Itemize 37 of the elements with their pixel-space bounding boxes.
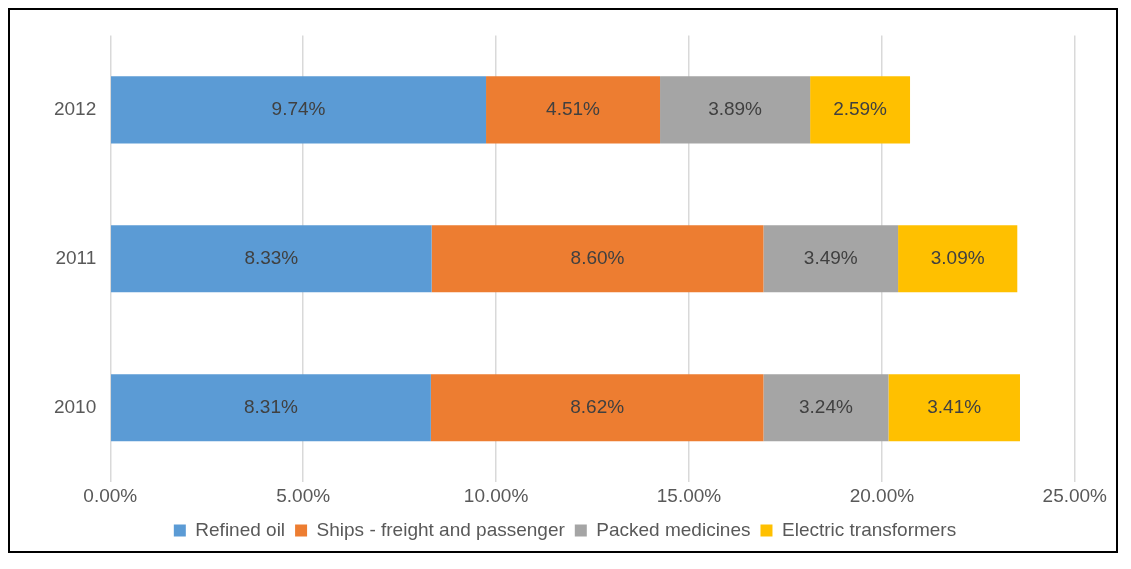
data-label: 3.49% [803,247,858,269]
legend-label: Refined oil [195,518,286,540]
data-label: 8.33% [244,247,299,269]
data-label: 4.51% [546,98,601,120]
data-label: 3.09% [930,247,985,269]
bar [430,374,764,442]
bar [431,225,764,293]
legend-label: Packed medicines [596,518,751,540]
x-tick-label: 0.00% [83,484,138,506]
data-label: 3.89% [708,98,763,120]
x-tick-label: 5.00% [276,484,331,506]
y-tick-label: 2011 [55,247,97,269]
data-label: 2.59% [833,98,888,120]
data-label: 9.74% [271,98,326,120]
legend-label: Electric transformers [781,518,957,540]
data-label: 3.41% [927,395,982,417]
bar [763,374,889,442]
data-label: 8.60% [570,247,625,269]
bar [486,76,661,144]
y-tick-label: 2010 [53,395,97,417]
bar [111,76,487,144]
bar [763,225,899,293]
bar [898,225,1018,293]
data-label: 3.24% [799,395,853,417]
bar [660,76,811,144]
bar [810,76,911,144]
bar [111,374,431,442]
bar [888,374,1020,442]
x-tick-label: 10.00% [463,484,529,506]
x-tick-label: 15.00% [656,484,722,506]
data-label: 8.31% [244,395,298,417]
bar [111,225,432,293]
legend-label: Ships - freight and passenger [316,518,566,540]
data-label: 8.62% [570,395,625,417]
x-tick-label: 25.00% [1042,484,1108,506]
x-tick-label: 20.00% [849,484,915,506]
y-tick-label: 2012 [53,98,97,120]
